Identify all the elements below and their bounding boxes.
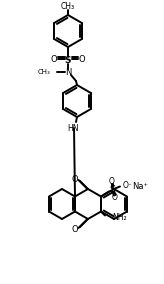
Text: S: S xyxy=(65,55,71,64)
Text: CH₃: CH₃ xyxy=(37,69,50,75)
Text: S: S xyxy=(109,185,115,194)
Text: O: O xyxy=(72,174,78,183)
Text: O: O xyxy=(51,55,57,64)
Text: O⁻: O⁻ xyxy=(123,181,133,190)
Text: CH₃: CH₃ xyxy=(61,1,75,11)
Text: NH₂: NH₂ xyxy=(112,213,127,222)
Text: Na⁺: Na⁺ xyxy=(132,182,148,191)
Text: O: O xyxy=(72,224,78,233)
Text: O: O xyxy=(79,55,85,64)
Text: O: O xyxy=(109,177,115,186)
Text: O: O xyxy=(112,193,118,202)
Text: N: N xyxy=(65,68,71,76)
Text: HN: HN xyxy=(67,124,79,133)
